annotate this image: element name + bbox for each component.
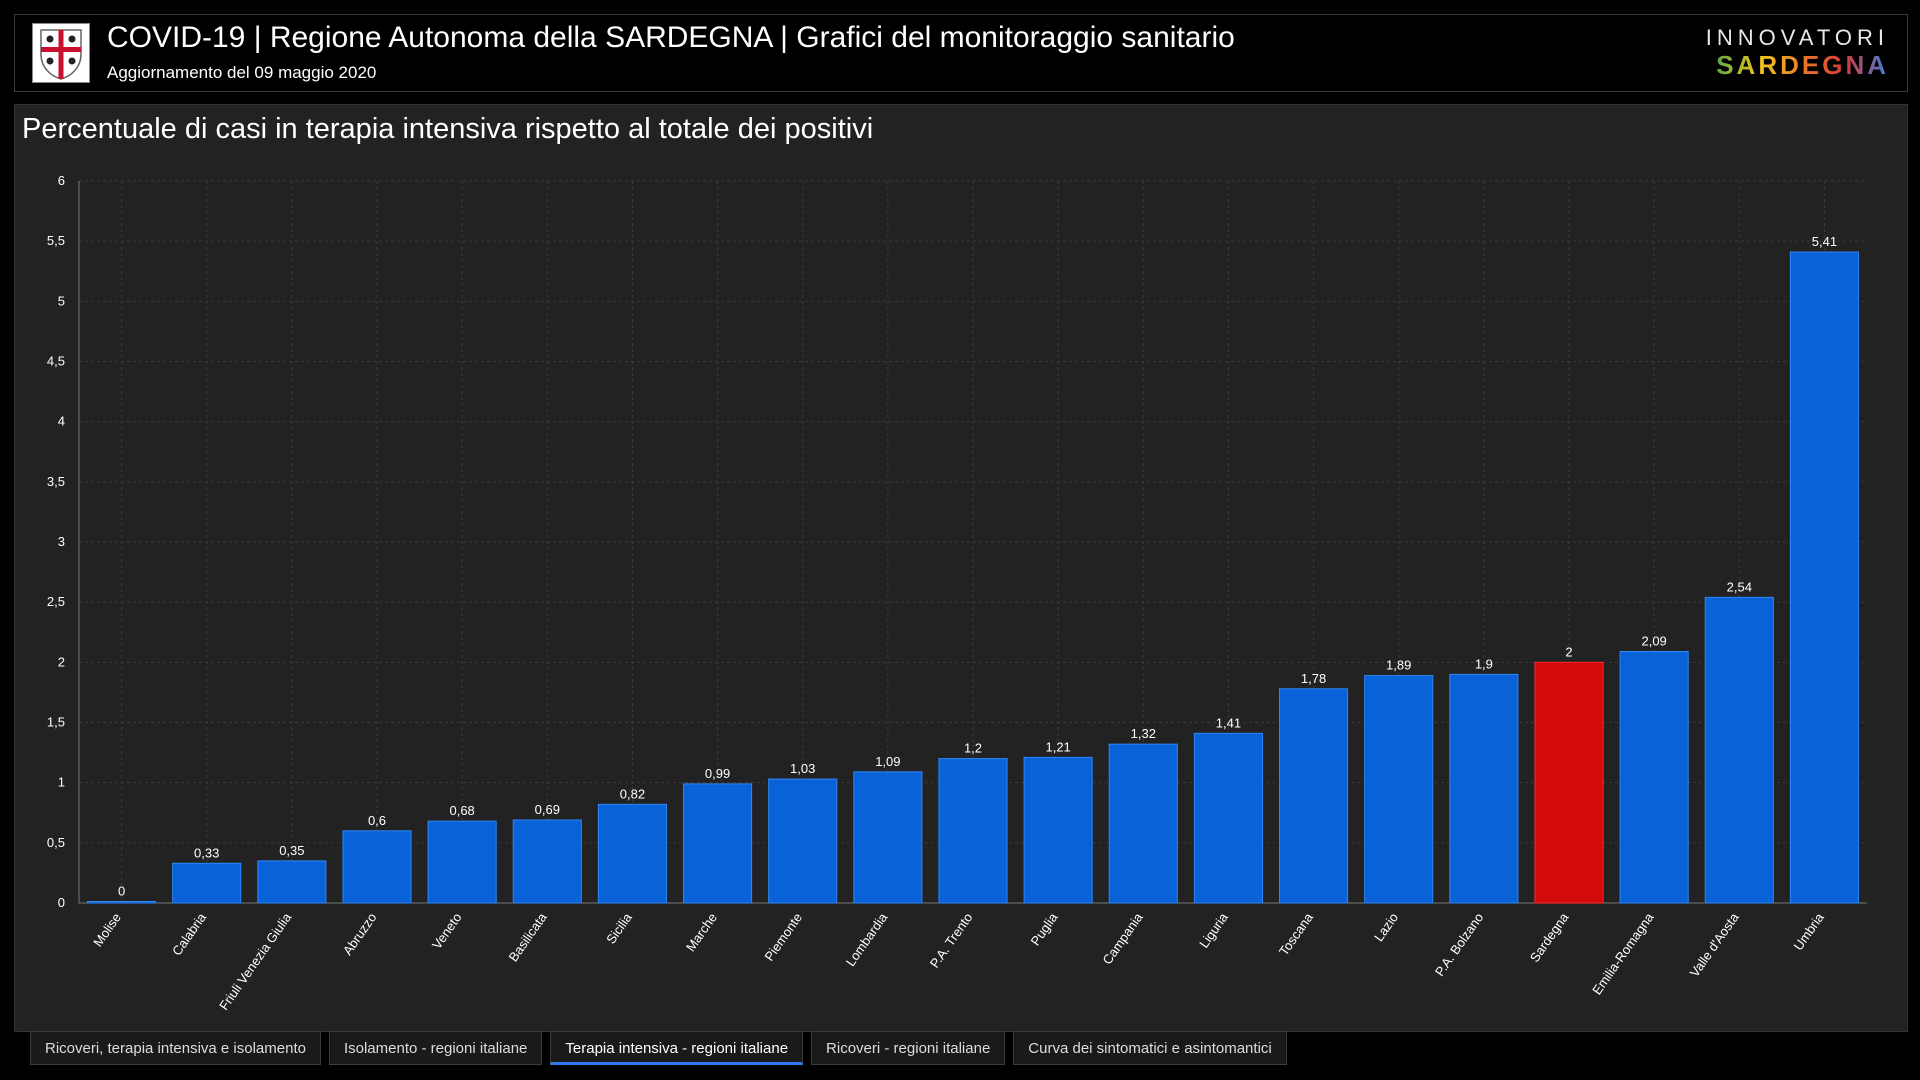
- app-header: COVID-19 | Regione Autonoma della SARDEG…: [14, 14, 1908, 92]
- x-tick-label: Abruzzo: [340, 910, 380, 958]
- y-tick-label: 6: [58, 173, 65, 188]
- logo-text-bottom: SARDEGNA: [1706, 51, 1889, 79]
- data-label: 2,54: [1727, 579, 1752, 594]
- bar-lombardia: [853, 771, 923, 904]
- chart-title: Percentuale di casi in terapia intensiva…: [22, 113, 874, 145]
- data-label: 2: [1565, 644, 1572, 659]
- x-tick-label: Campania: [1099, 909, 1146, 967]
- bar-umbria: [1789, 251, 1859, 904]
- bar-lazio: [1364, 675, 1434, 904]
- bar-abruzzo: [342, 830, 412, 904]
- y-tick-label: 2: [58, 654, 65, 669]
- bar-campania: [1108, 743, 1178, 904]
- chart-panel: Percentuale di casi in terapia intensiva…: [14, 104, 1908, 1032]
- x-tick-label: Piemonte: [761, 910, 805, 964]
- bar-p-a-trento: [938, 758, 1008, 904]
- update-date: Aggiornamento del 09 maggio 2020: [107, 63, 377, 82]
- x-tick-label: Veneto: [429, 910, 465, 952]
- bar-friuli-venezia-giulia: [257, 860, 327, 904]
- data-label: 1,9: [1475, 656, 1493, 671]
- y-tick-label: 1: [58, 775, 65, 790]
- data-label: 0,69: [535, 802, 560, 817]
- data-label: 0,6: [368, 813, 386, 828]
- y-tick-label: 5: [58, 293, 65, 308]
- data-label: 0,99: [705, 766, 730, 781]
- data-label: 1,41: [1216, 715, 1241, 730]
- y-tick-label: 0,5: [47, 835, 65, 850]
- bar-sicilia: [597, 803, 667, 904]
- tab-4[interactable]: Ricoveri - regioni italiane: [811, 1031, 1006, 1065]
- bar-piemonte: [768, 778, 838, 904]
- data-label: 1,03: [790, 761, 815, 776]
- x-tick-label: Sardegna: [1527, 909, 1572, 964]
- tab-bar: Ricoveri, terapia intensiva e isolamento…: [30, 1031, 1287, 1065]
- x-tick-label: Umbria: [1791, 909, 1828, 953]
- data-label: 0,33: [194, 845, 219, 860]
- x-tick-label: Toscana: [1276, 909, 1317, 958]
- x-tick-label: Valle d'Aosta: [1687, 909, 1742, 979]
- tab-2[interactable]: Isolamento - regioni italiane: [328, 1031, 543, 1065]
- data-label: 1,78: [1301, 671, 1326, 686]
- tab-1[interactable]: Ricoveri, terapia intensiva e isolamento: [30, 1031, 321, 1065]
- y-tick-label: 1,5: [47, 715, 65, 730]
- data-label: 1,89: [1386, 658, 1411, 673]
- tab-5[interactable]: Curva dei sintomatici e asintomantici: [1013, 1031, 1287, 1065]
- x-tick-label: Lombardia: [843, 909, 891, 969]
- bar-toscana: [1279, 688, 1349, 904]
- x-tick-label: Liguria: [1196, 909, 1231, 950]
- y-tick-label: 4,5: [47, 354, 65, 369]
- data-label: 0,35: [279, 843, 304, 858]
- y-tick-label: 2,5: [47, 594, 65, 609]
- bar-puglia: [1023, 756, 1093, 904]
- x-tick-label: Molise: [90, 910, 124, 949]
- data-label: 0,82: [620, 786, 645, 801]
- data-label: 2,09: [1641, 634, 1666, 649]
- data-label: 0,68: [449, 803, 474, 818]
- bar-veneto: [427, 820, 497, 904]
- y-tick-label: 5,5: [47, 233, 65, 248]
- y-tick-label: 4: [58, 414, 65, 429]
- data-label: 0: [118, 884, 125, 899]
- x-tick-label: Puglia: [1028, 909, 1061, 948]
- tab-3[interactable]: Terapia intensiva - regioni italiane: [550, 1031, 804, 1065]
- bar-emilia-romagna: [1619, 651, 1689, 904]
- x-tick-label: P.A. Trento: [927, 910, 976, 971]
- sardinia-crest-icon: [32, 23, 90, 83]
- y-tick-label: 0: [58, 895, 65, 910]
- x-tick-label: Basilicata: [506, 909, 551, 964]
- data-label: 1,09: [875, 754, 900, 769]
- bar-chart: 0 0,5 1 1,5 2 2,5 3 3,5 4 4,5 5 5,5 6 0 Molise 0,33 Cala…: [47, 173, 1867, 1013]
- bar-p-a-bolzano: [1449, 673, 1519, 904]
- data-label: 1,21: [1045, 739, 1070, 754]
- x-tick-label: Sicilia: [603, 909, 635, 946]
- bar-sardegna: [1534, 661, 1604, 904]
- data-label: 1,32: [1131, 726, 1156, 741]
- bar-marche: [683, 783, 753, 904]
- x-tick-label: Lazio: [1371, 910, 1401, 944]
- x-tick-label: Calabria: [169, 909, 209, 958]
- app-title: COVID-19 | Regione Autonoma della SARDEG…: [107, 21, 1235, 54]
- bar-basilicata: [512, 819, 582, 904]
- y-tick-label: 3,5: [47, 474, 65, 489]
- innovatori-sardegna-logo: INNOVATORI SARDEGNA: [1706, 25, 1889, 79]
- x-tick-label: P.A. Bolzano: [1432, 910, 1486, 979]
- x-tick-label: Marche: [683, 910, 720, 954]
- x-tick-label: Emilia-Romagna: [1589, 909, 1657, 997]
- bar-liguria: [1193, 732, 1263, 904]
- y-tick-label: 3: [58, 534, 65, 549]
- bar-molise: [87, 901, 157, 904]
- bar-calabria: [172, 862, 242, 904]
- data-label: 5,41: [1812, 234, 1837, 249]
- x-tick-label: Friuli Venezia Giulia: [216, 909, 295, 1012]
- data-label: 1,2: [964, 741, 982, 756]
- logo-text-top: INNOVATORI: [1705, 25, 1889, 50]
- bar-valle-d-aosta: [1704, 596, 1774, 904]
